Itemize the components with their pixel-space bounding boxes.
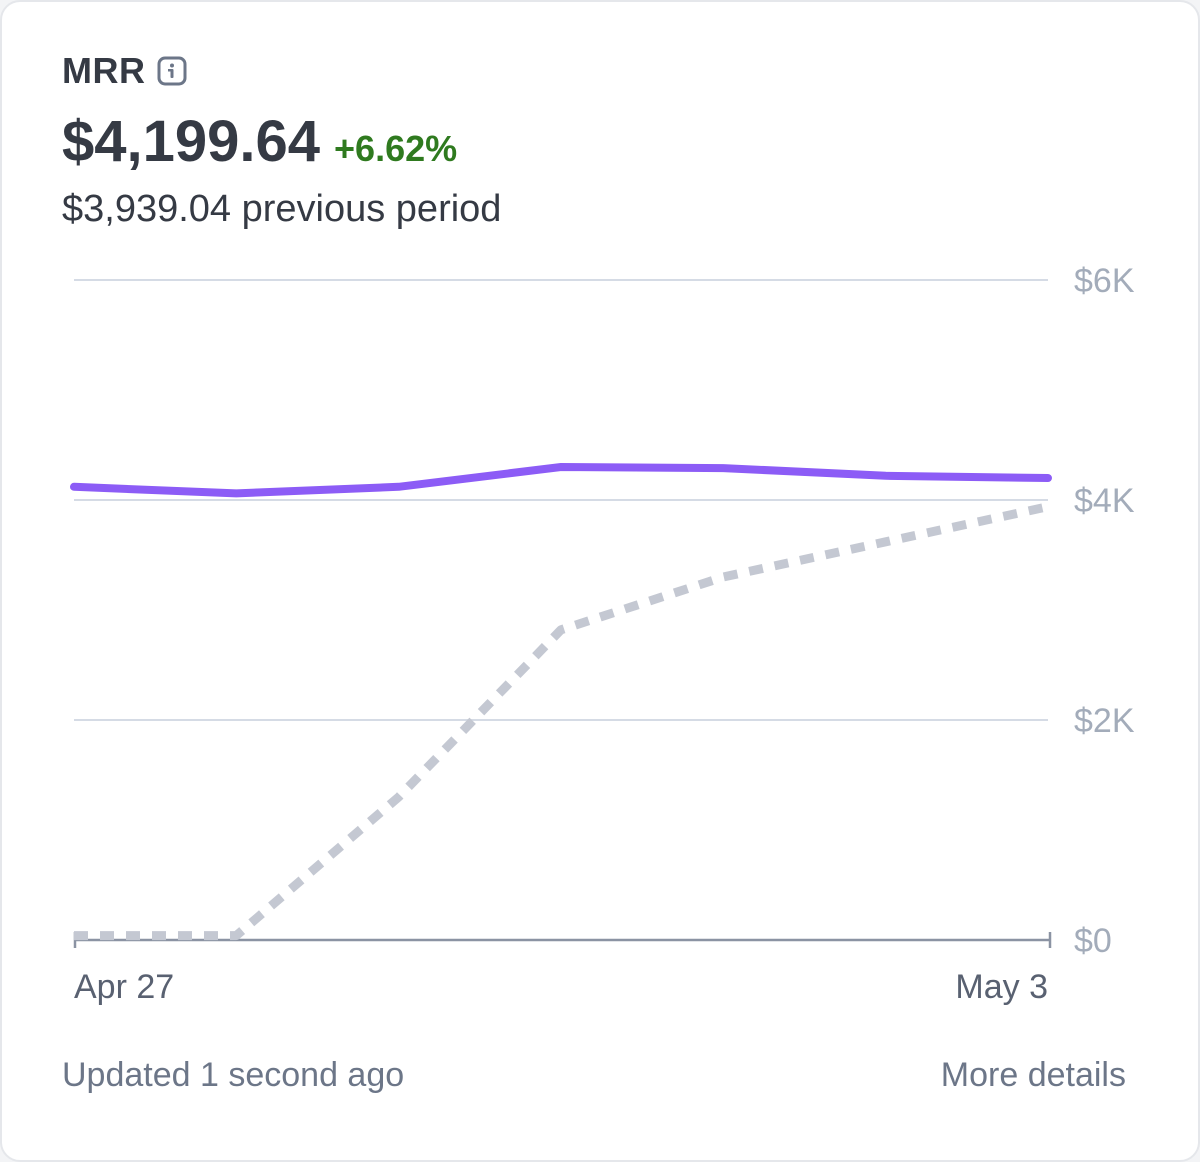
card-title: MRR xyxy=(62,50,146,91)
previous-period-line xyxy=(74,502,1049,941)
series-layer xyxy=(70,463,1052,941)
x-tick-label: May 3 xyxy=(955,968,1048,1006)
current-period-line xyxy=(70,463,1052,498)
y-tick-label: $2K xyxy=(1074,702,1135,740)
info-icon[interactable] xyxy=(157,56,187,86)
y-tick-labels: $0 $2K $4K $6K xyxy=(1074,262,1135,960)
more-details-link[interactable]: More details xyxy=(940,1056,1126,1094)
y-tick-label: $6K xyxy=(1074,262,1135,300)
x-tick-label: Apr 27 xyxy=(74,968,174,1006)
y-tick-label: $0 xyxy=(1074,922,1112,960)
grid-layer xyxy=(74,279,1048,721)
value-row: $4,199.64 +6.62% xyxy=(62,108,457,175)
mrr-value: $4,199.64 xyxy=(62,109,321,174)
change-percent: +6.62% xyxy=(334,128,458,169)
x-axis xyxy=(73,932,1052,948)
x-tick-labels: Apr 27 May 3 xyxy=(74,968,1048,1006)
previous-period: $3,939.04 previous period xyxy=(62,188,502,230)
title-row: MRR xyxy=(62,50,187,92)
updated-status: Updated 1 second ago xyxy=(62,1056,405,1094)
y-tick-label: $4K xyxy=(1074,482,1135,520)
